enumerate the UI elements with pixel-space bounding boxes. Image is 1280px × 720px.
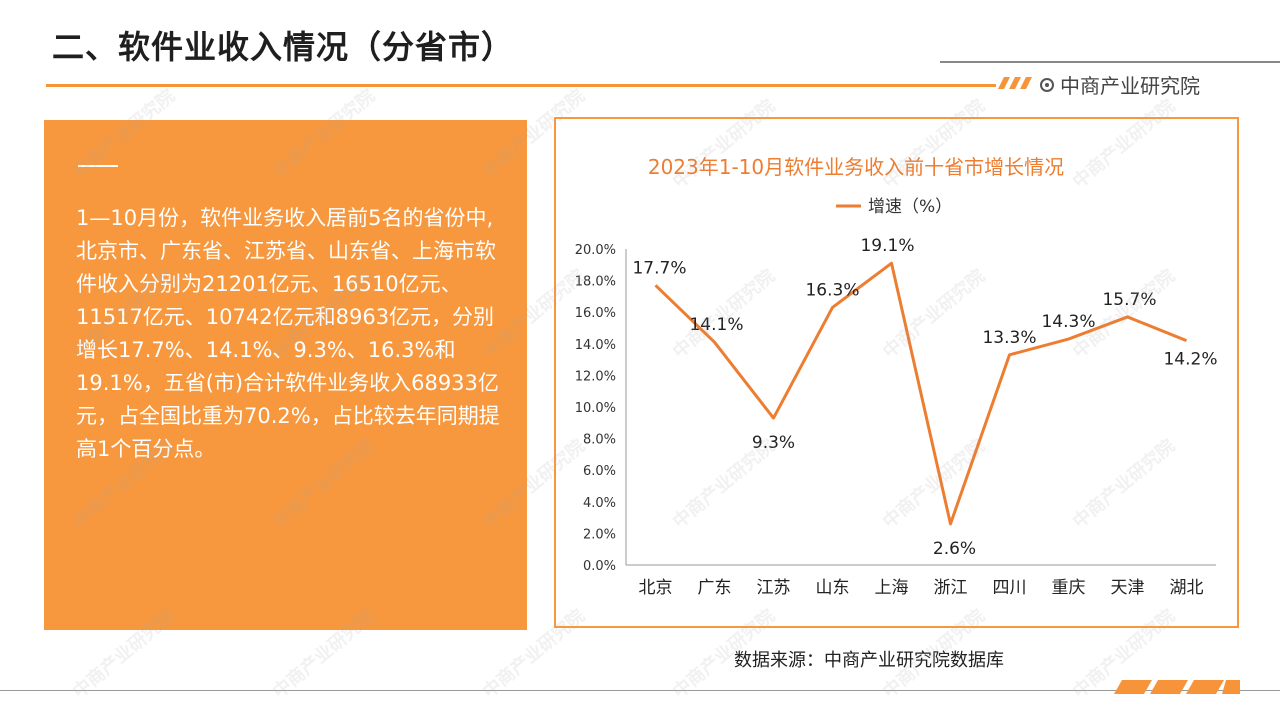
data-label: 15.7% bbox=[1102, 290, 1156, 310]
data-label: 14.2% bbox=[1163, 350, 1217, 370]
summary-text: 1—10月份，软件业务收入居前5名的省份中,北京市、广东省、江苏省、山东省、上海… bbox=[76, 206, 500, 461]
x-tick-label: 江苏 bbox=[757, 578, 791, 598]
y-tick-label: 6.0% bbox=[583, 464, 616, 479]
series-line bbox=[654, 261, 1188, 526]
x-tick-label: 四川 bbox=[993, 578, 1027, 598]
data-label: 17.7% bbox=[632, 258, 686, 278]
data-label: 19.1% bbox=[860, 236, 914, 256]
x-tick-label: 天津 bbox=[1111, 578, 1145, 598]
header-divider-gray bbox=[940, 61, 1280, 63]
legend-label: 增速（%） bbox=[868, 197, 952, 217]
y-tick-label: 16.0% bbox=[575, 306, 616, 321]
chart-container: 2023年1-10月软件业务收入前十省市增长情况 增速（%） 0.0% 2.0% 4… bbox=[554, 117, 1239, 628]
x-tick-label: 广东 bbox=[698, 578, 732, 598]
data-label: 14.3% bbox=[1041, 312, 1095, 332]
source-note: 数据来源：中商产业研究院数据库 bbox=[734, 650, 1004, 671]
footer-divider bbox=[0, 690, 1280, 691]
x-tick-label: 北京 bbox=[639, 578, 673, 598]
brand: 中商产业研究院 bbox=[1040, 70, 1200, 99]
y-tick-label: 18.0% bbox=[575, 275, 616, 290]
x-tick-label: 山东 bbox=[816, 578, 850, 598]
page-title: 二、软件业收入情况（分省市） bbox=[52, 28, 515, 66]
data-label: 16.3% bbox=[805, 280, 859, 300]
data-label: 14.1% bbox=[689, 315, 743, 335]
data-label: 2.6% bbox=[933, 539, 976, 559]
line-chart: 2023年1-10月软件业务收入前十省市增长情况 增速（%） 0.0% 2.0% 4… bbox=[575, 155, 1218, 598]
data-label: 13.3% bbox=[982, 328, 1036, 348]
x-tick-label: 浙江 bbox=[934, 578, 968, 598]
footer-stripes-decoration bbox=[1114, 680, 1240, 694]
y-tick-label: 20.0% bbox=[575, 243, 616, 258]
chart-title: 2023年1-10月软件业务收入前十省市增长情况 bbox=[648, 155, 1064, 179]
y-tick-label: 14.0% bbox=[575, 338, 616, 353]
x-tick-label: 上海 bbox=[875, 578, 909, 598]
y-tick-label: 10.0% bbox=[575, 401, 616, 416]
brand-circle-icon bbox=[1040, 77, 1054, 92]
data-label: 9.3% bbox=[752, 433, 795, 453]
y-tick-label: 0.0% bbox=[583, 559, 616, 574]
header-stripes-decoration bbox=[998, 77, 1032, 89]
x-tick-label: 湖北 bbox=[1170, 578, 1204, 598]
y-tick-label: 8.0% bbox=[583, 433, 616, 448]
summary-rule bbox=[78, 165, 118, 167]
header-divider-orange bbox=[46, 84, 996, 87]
brand-name: 中商产业研究院 bbox=[1060, 74, 1200, 98]
y-tick-label: 2.0% bbox=[583, 527, 616, 542]
y-tick-label: 12.0% bbox=[575, 369, 616, 384]
summary-panel: 1—10月份，软件业务收入居前5名的省份中,北京市、广东省、江苏省、山东省、上海… bbox=[44, 120, 527, 630]
y-tick-label: 4.0% bbox=[583, 496, 616, 511]
x-tick-label: 重庆 bbox=[1052, 578, 1086, 598]
